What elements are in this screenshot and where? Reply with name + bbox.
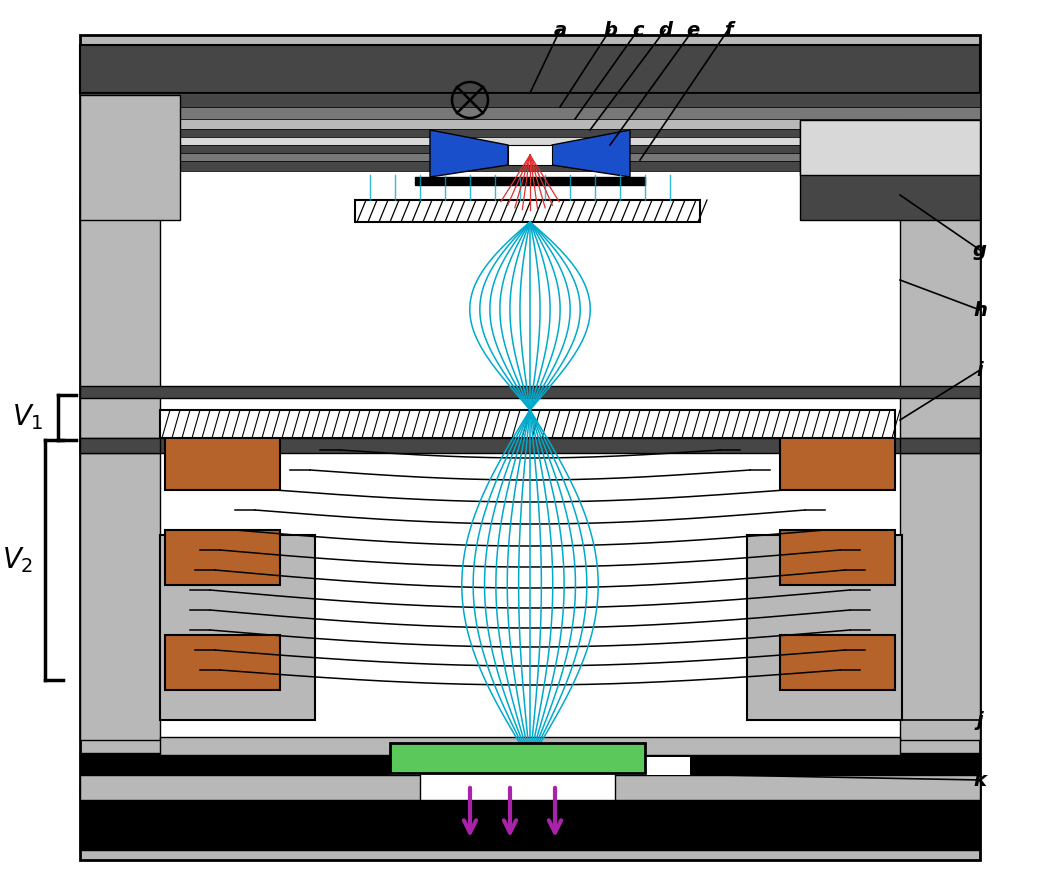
Bar [390,757,690,775]
Bar [747,535,902,720]
Text: $V_2$: $V_2$ [2,545,34,575]
Polygon shape [430,130,508,177]
Bar [80,788,980,810]
Bar [80,93,980,107]
Bar [415,177,645,185]
Bar [900,195,980,740]
Bar [165,530,280,585]
Bar [80,45,980,93]
Bar [80,810,980,850]
Bar [80,438,160,453]
Bar [160,75,900,840]
Bar [160,410,895,438]
Bar [80,153,980,161]
Bar [160,737,900,755]
Bar [80,145,980,153]
Bar [80,129,980,137]
Bar [80,753,980,775]
Bar [508,145,552,165]
Bar [419,770,615,800]
Text: k: k [974,771,987,789]
Bar [80,95,179,220]
Bar [80,161,980,171]
Bar [390,743,645,773]
Polygon shape [552,130,630,177]
Text: c: c [632,20,644,40]
Text: d: d [658,20,672,40]
Text: i: i [977,360,983,380]
Bar [80,137,980,145]
Bar [165,430,280,490]
Bar [160,535,315,720]
Bar [800,120,980,175]
Bar [80,195,160,740]
Text: b: b [603,20,617,40]
Text: g: g [973,241,987,259]
Bar [165,635,280,690]
Bar [80,438,980,453]
Bar [80,386,980,398]
Bar [780,430,895,490]
Bar [80,775,980,800]
Text: e: e [686,20,700,40]
Text: f: f [723,20,733,40]
Text: h: h [973,301,987,319]
Bar [80,119,980,129]
Bar [780,635,895,690]
Bar [780,530,895,585]
Bar [80,107,980,119]
Text: a: a [553,20,566,40]
Text: $V_1$: $V_1$ [12,403,44,433]
Bar [80,35,980,860]
Bar [355,200,700,222]
Bar [900,438,980,453]
Bar [800,120,980,220]
Text: j: j [977,711,983,729]
